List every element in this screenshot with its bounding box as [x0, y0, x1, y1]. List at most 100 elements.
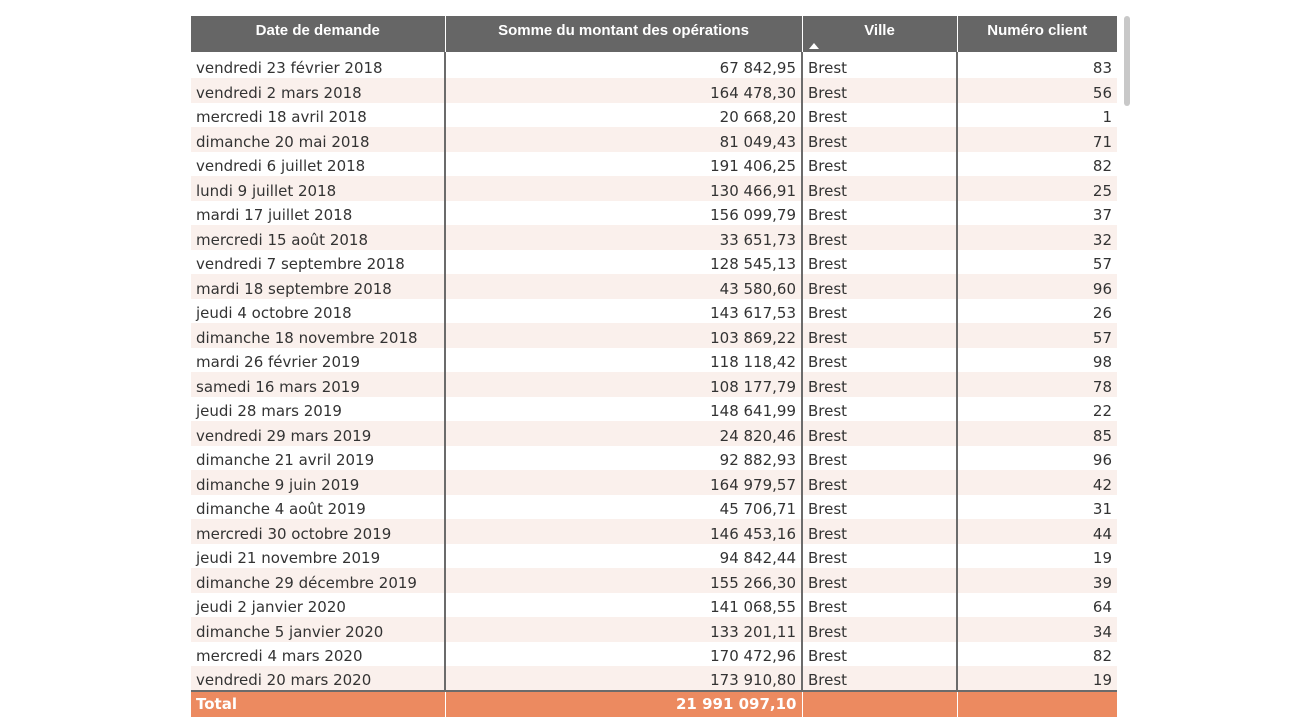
cell-ville: Brest: [801, 176, 957, 201]
cell-ville: Brest: [801, 470, 957, 495]
column-header-label: Ville: [864, 22, 895, 39]
cell-date: jeudi 2 janvier 2020: [191, 592, 445, 617]
cell-date: dimanche 20 mai 2018: [191, 127, 445, 152]
cell-ville: Brest: [801, 617, 957, 642]
table-row[interactable]: mardi 18 septembre 2018 43 580,60 Brest 96: [191, 274, 1117, 299]
table-row[interactable]: mercredi 18 avril 2018 20 668,20 Brest 1: [191, 102, 1117, 127]
cell-ville: Brest: [801, 372, 957, 397]
cell-amount: 45 706,71: [444, 494, 802, 519]
header-row: Date de demande Somme du montant des opé…: [191, 16, 1117, 52]
table-row[interactable]: mercredi 30 octobre 2019 146 453,16 Brest 4…: [191, 519, 1117, 544]
table-row[interactable]: lundi 9 juillet 2018 130 466,91 Brest 25: [191, 176, 1117, 201]
cell-ville: Brest: [801, 519, 957, 544]
table-row[interactable]: dimanche 21 avril 2019 92 882,93 Brest 96: [191, 445, 1117, 470]
table-row[interactable]: mardi 26 février 2019 118 118,42 Brest 98: [191, 347, 1117, 372]
table-row[interactable]: jeudi 28 mars 2019 148 641,99 Brest 22: [191, 396, 1117, 421]
cell-client: 19: [956, 543, 1117, 568]
cell-ville: Brest: [801, 543, 957, 568]
cell-amount: 164 979,57: [444, 470, 802, 495]
cell-ville: Brest: [801, 347, 957, 372]
table-row[interactable]: jeudi 2 janvier 2020 141 068,55 Brest 64: [191, 592, 1117, 617]
cell-amount: 173 910,80: [444, 666, 802, 691]
cell-date: jeudi 28 mars 2019: [191, 396, 445, 421]
cell-amount: 24 820,46: [444, 421, 802, 446]
cell-ville: Brest: [801, 52, 957, 78]
cell-date: lundi 9 juillet 2018: [191, 176, 445, 201]
cell-date: mercredi 4 mars 2020: [191, 641, 445, 666]
column-header-ville[interactable]: Ville: [801, 16, 957, 52]
cell-date: vendredi 2 mars 2018: [191, 78, 445, 103]
cell-date: dimanche 21 avril 2019: [191, 445, 445, 470]
cell-amount: 81 049,43: [444, 127, 802, 152]
table-row[interactable]: mardi 17 juillet 2018 156 099,79 Brest 37: [191, 200, 1117, 225]
cell-ville: Brest: [801, 200, 957, 225]
cell-date: mercredi 18 avril 2018: [191, 102, 445, 127]
column-header-client[interactable]: Numéro client: [956, 16, 1117, 52]
cell-client: 32: [956, 225, 1117, 250]
cell-amount: 20 668,20: [444, 102, 802, 127]
cell-client: 98: [956, 347, 1117, 372]
table-row[interactable]: samedi 16 mars 2019 108 177,79 Brest 78: [191, 372, 1117, 397]
table-row[interactable]: dimanche 4 août 2019 45 706,71 Brest 31: [191, 494, 1117, 519]
cell-date: dimanche 5 janvier 2020: [191, 617, 445, 642]
cell-ville: Brest: [801, 641, 957, 666]
table-row[interactable]: mercredi 15 août 2018 33 651,73 Brest 32: [191, 225, 1117, 250]
table-row[interactable]: jeudi 21 novembre 2019 94 842,44 Brest 19: [191, 543, 1117, 568]
table-row[interactable]: jeudi 4 octobre 2018 143 617,53 Brest 26: [191, 298, 1117, 323]
table-row[interactable]: vendredi 2 mars 2018 164 478,30 Brest 56: [191, 78, 1117, 103]
cell-amount: 191 406,25: [444, 151, 802, 176]
cell-ville: Brest: [801, 274, 957, 299]
cell-ville: Brest: [801, 323, 957, 348]
cell-ville: Brest: [801, 127, 957, 152]
cell-ville: Brest: [801, 592, 957, 617]
column-header-label: Somme du montant des opérations: [498, 22, 749, 39]
cell-client: 82: [956, 151, 1117, 176]
cell-amount: 33 651,73: [444, 225, 802, 250]
cell-client: 1: [956, 102, 1117, 127]
table-body: vendredi 23 février 2018 67 842,95 Brest 83…: [191, 52, 1117, 691]
table-row[interactable]: vendredi 7 septembre 2018 128 545,13 Brest…: [191, 249, 1117, 274]
table-row[interactable]: dimanche 20 mai 2018 81 049,43 Brest 71: [191, 127, 1117, 152]
cell-ville: Brest: [801, 151, 957, 176]
cell-amount: 103 869,22: [444, 323, 802, 348]
cell-date: mercredi 15 août 2018: [191, 225, 445, 250]
cell-date: mardi 18 septembre 2018: [191, 274, 445, 299]
cell-date: mercredi 30 octobre 2019: [191, 519, 445, 544]
column-header-label: Numéro client: [987, 22, 1088, 39]
total-ville: [801, 689, 957, 717]
cell-client: 57: [956, 323, 1117, 348]
cell-ville: Brest: [801, 102, 957, 127]
cell-amount: 108 177,79: [444, 372, 802, 397]
cell-ville: Brest: [801, 78, 957, 103]
total-label: Total: [191, 689, 445, 717]
cell-amount: 94 842,44: [444, 543, 802, 568]
table-row[interactable]: vendredi 29 mars 2019 24 820,46 Brest 85: [191, 421, 1117, 446]
vertical-scrollbar-thumb[interactable]: [1124, 16, 1130, 106]
cell-client: 64: [956, 592, 1117, 617]
cell-client: 83: [956, 52, 1117, 78]
table-row[interactable]: vendredi 23 février 2018 67 842,95 Brest 83: [191, 52, 1117, 78]
table-row[interactable]: dimanche 18 novembre 2018 103 869,22 Brest…: [191, 323, 1117, 348]
table-row[interactable]: vendredi 20 mars 2020 173 910,80 Brest 19: [191, 666, 1117, 691]
cell-ville: Brest: [801, 445, 957, 470]
cell-ville: Brest: [801, 421, 957, 446]
cell-ville: Brest: [801, 225, 957, 250]
cell-client: 96: [956, 445, 1117, 470]
table-row[interactable]: vendredi 6 juillet 2018 191 406,25 Brest 82: [191, 151, 1117, 176]
cell-ville: Brest: [801, 249, 957, 274]
table-row[interactable]: dimanche 9 juin 2019 164 979,57 Brest 42: [191, 470, 1117, 495]
column-header-date[interactable]: Date de demande: [191, 16, 445, 52]
cell-date: dimanche 29 décembre 2019: [191, 568, 445, 593]
cell-ville: Brest: [801, 568, 957, 593]
cell-client: 42: [956, 470, 1117, 495]
cell-date: vendredi 20 mars 2020: [191, 666, 445, 691]
table-row[interactable]: dimanche 5 janvier 2020 133 201,11 Brest 34: [191, 617, 1117, 642]
cell-date: dimanche 18 novembre 2018: [191, 323, 445, 348]
table-row[interactable]: dimanche 29 décembre 2019 155 266,30 Brest…: [191, 568, 1117, 593]
cell-client: 34: [956, 617, 1117, 642]
table-row[interactable]: mercredi 4 mars 2020 170 472,96 Brest 82: [191, 641, 1117, 666]
column-header-amount[interactable]: Somme du montant des opérations: [444, 16, 802, 52]
sort-ascending-icon: [808, 43, 819, 49]
cell-date: dimanche 4 août 2019: [191, 494, 445, 519]
cell-date: vendredi 6 juillet 2018: [191, 151, 445, 176]
